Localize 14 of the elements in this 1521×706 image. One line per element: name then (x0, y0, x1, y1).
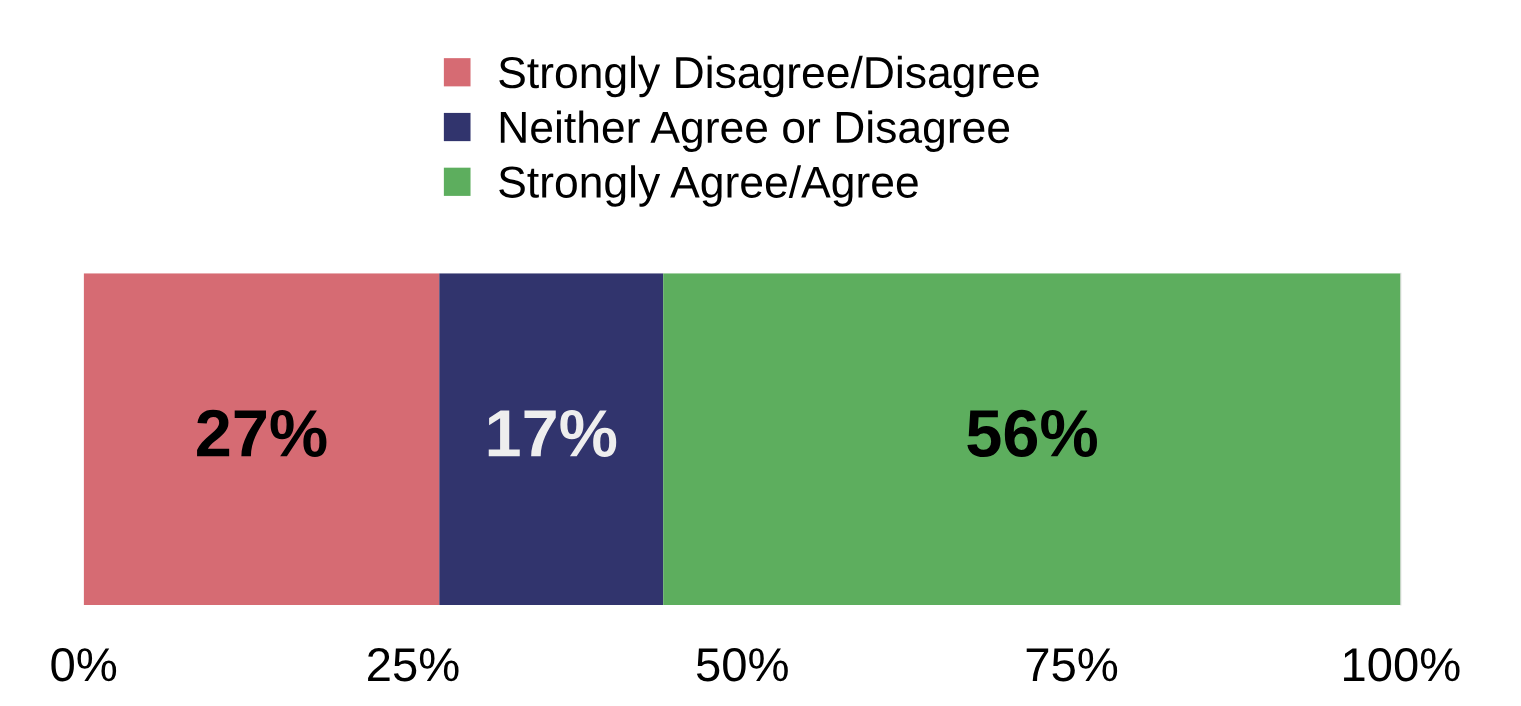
text: 27% (197, 409, 327, 457)
legend-label: Neither Agree or Disagree (500, 110, 1010, 152)
x-tick-label: 100% (1344, 647, 1460, 682)
text: 56% (967, 409, 1097, 458)
bar (83, 273, 440, 606)
legend-label: Strongly Agree/Agree (499, 165, 918, 207)
legend-label: Strongly Disagree/Disagree (499, 55, 1039, 98)
text: 17% (488, 409, 617, 457)
x-tick-label: 0% (51, 647, 117, 682)
x-tick-label: 75% (1026, 648, 1118, 682)
x-tick-label: 50% (696, 647, 788, 682)
x-tick-label: 25% (368, 647, 459, 682)
bar (439, 273, 664, 606)
bar (663, 273, 1401, 606)
